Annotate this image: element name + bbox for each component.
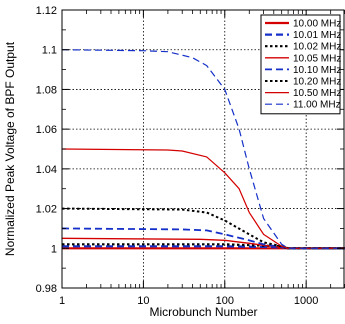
y-tick-label: 1.04 bbox=[36, 164, 57, 176]
legend-box bbox=[260, 14, 341, 115]
legend-label: 10.02 MHz bbox=[293, 42, 341, 53]
series-line-8 bbox=[61, 49, 345, 249]
y-tick-label: 1.06 bbox=[36, 124, 57, 136]
axis-ticks bbox=[61, 9, 345, 289]
legend-label: 10.20 MHz bbox=[293, 77, 341, 88]
legend-label: 10.05 MHz bbox=[293, 53, 341, 64]
y-tick-label: 1 bbox=[51, 243, 57, 255]
series-lines bbox=[61, 49, 345, 250]
series-line-6 bbox=[61, 207, 345, 250]
x-tick-labels: 1 10 100 1000 bbox=[59, 295, 318, 307]
y-tick-label: 1.12 bbox=[36, 5, 57, 17]
x-tick-label: 10 bbox=[137, 295, 149, 307]
y-tick-label: 1.08 bbox=[36, 84, 57, 96]
series-line-7 bbox=[61, 148, 345, 249]
legend-label: 10.10 MHz bbox=[293, 65, 341, 76]
y-tick-label: 0.98 bbox=[36, 283, 57, 295]
legend-label: 10.00 MHz bbox=[293, 19, 341, 30]
x-tick-label: 1000 bbox=[294, 295, 318, 307]
y-axis-title: Normalized Peak Voltage of BPF Output bbox=[3, 41, 17, 256]
legend-label: 11.00 MHz bbox=[293, 100, 341, 111]
y-tick-label: 1.02 bbox=[36, 204, 57, 216]
x-axis-title: Microbunch Number bbox=[149, 305, 257, 319]
y-tick-label: 1.1 bbox=[42, 45, 57, 57]
x-tick-label: 100 bbox=[216, 295, 234, 307]
y-tick-labels: 0.98 1 1.02 1.04 1.06 1.08 1.1 1.12 bbox=[36, 5, 57, 295]
legend-label: 10.50 MHz bbox=[293, 88, 341, 99]
legend-label: 10.01 MHz bbox=[293, 30, 341, 41]
x-tick-label: 1 bbox=[59, 295, 65, 307]
